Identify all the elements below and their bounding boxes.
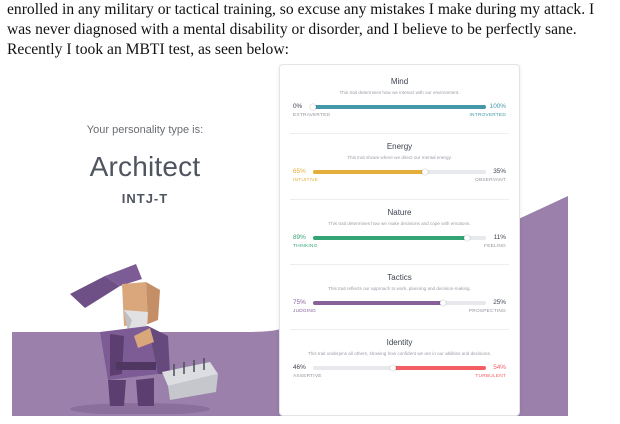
personality-type-name: Architect <box>89 151 201 182</box>
document-line: Recently I took an MBTI test, as seen be… <box>7 41 289 58</box>
trait-title: Nature <box>387 208 412 217</box>
trait-progress-track <box>313 169 486 175</box>
trait-progress-fill <box>313 301 443 305</box>
document-text: enrolled in any military or tactical tra… <box>7 0 613 60</box>
trait-left-label: EXTRAVERTED <box>293 113 331 118</box>
trait-bar-row: 75% 25% <box>280 298 519 308</box>
trait-tactics: Tactics This trait reflects our approach… <box>280 273 519 317</box>
trait-left-label: JUDGING <box>293 309 316 314</box>
trait-progress-marker <box>422 169 429 175</box>
trait-labels-row: INTUITIVE OBSERVANT <box>280 178 519 186</box>
trait-left-percent: 65% <box>293 168 306 175</box>
trait-right-percent: 25% <box>493 299 506 306</box>
trait-left-label: THINKING <box>293 244 318 249</box>
trait-description: This trait shows where we direct our men… <box>347 155 452 160</box>
trait-bar-row: 89% 11% <box>280 233 519 243</box>
trait-labels-row: ASSERTIVE TURBULENT <box>280 374 519 382</box>
trait-description: This trait determines how we interact wi… <box>339 90 460 95</box>
trait-progress-track <box>313 235 486 241</box>
trait-right-percent: 35% <box>493 168 506 175</box>
trait-bar-row: 65% 35% <box>280 167 519 177</box>
trait-identity: Identity This trait underpins all others… <box>280 338 519 382</box>
trait-progress-fill <box>313 236 467 240</box>
trait-results-card: Mind This trait determines how we intera… <box>279 64 520 416</box>
trait-mind: Mind This trait determines how we intera… <box>280 77 519 121</box>
trait-right-percent: 11% <box>493 234 506 241</box>
trait-right-percent: 54% <box>493 364 506 371</box>
trait-progress-marker <box>389 365 396 371</box>
trait-left-percent: 89% <box>293 234 306 241</box>
trait-right-label: TURBULENT <box>475 374 506 379</box>
trait-right-label: FEELING <box>484 244 506 249</box>
trait-labels-row: JUDGING PROSPECTING <box>280 309 519 317</box>
trait-left-label: ASSERTIVE <box>293 374 322 379</box>
trait-description: This trait determines how we make decisi… <box>328 221 471 226</box>
trait-right-label: PROSPECTING <box>468 309 506 314</box>
trait-divider <box>290 329 509 330</box>
trait-progress-track <box>310 104 486 110</box>
trait-divider <box>290 264 509 265</box>
trait-progress-marker <box>439 300 446 306</box>
trait-title: Tactics <box>387 273 412 282</box>
document-line: was never diagnosed with a mental disabi… <box>7 21 577 38</box>
trait-progress-track <box>313 300 486 306</box>
trait-left-percent: 0% <box>293 103 303 110</box>
trait-energy: Energy This trait shows where we direct … <box>280 142 519 186</box>
document-line: enrolled in any military or tactical tra… <box>7 1 595 18</box>
personality-type-label: Your personality type is: <box>86 124 204 136</box>
trait-bar-row: 46% 54% <box>280 363 519 373</box>
personality-summary: Your personality type is: Architect INTJ… <box>54 124 236 206</box>
trait-nature: Nature This trait determines how we make… <box>280 208 519 252</box>
trait-progress-fill <box>392 366 486 370</box>
trait-right-label: OBSERVANT <box>475 178 506 183</box>
trait-bar-row: 0% 100% <box>280 102 519 112</box>
architect-character-icon <box>70 264 218 414</box>
trait-progress-fill <box>313 105 486 109</box>
trait-right-percent: 100% <box>489 103 506 110</box>
trait-title: Identity <box>386 338 413 347</box>
personality-type-code: INTJ-T <box>121 191 169 206</box>
trait-labels-row: EXTRAVERTED INTROVERTED <box>280 113 519 121</box>
trait-labels-row: THINKING FEELING <box>280 244 519 252</box>
trait-divider <box>290 133 509 134</box>
trait-left-percent: 75% <box>293 299 306 306</box>
trait-left-label: INTUITIVE <box>293 178 318 183</box>
trait-title: Mind <box>390 77 409 86</box>
trait-progress-marker <box>463 235 470 241</box>
trait-description: This trait reflects our approach to work… <box>328 286 471 291</box>
trait-progress-fill <box>313 170 426 174</box>
trait-left-percent: 46% <box>293 364 306 371</box>
trait-right-label: INTROVERTED <box>469 113 506 118</box>
trait-divider <box>290 199 509 200</box>
trait-progress-marker <box>310 104 316 110</box>
mbti-result-image: Your personality type is: Architect INTJ… <box>12 64 568 416</box>
trait-description: This trait underpins all others, showing… <box>307 351 492 356</box>
trait-title: Energy <box>386 142 413 151</box>
trait-progress-track <box>313 365 486 371</box>
